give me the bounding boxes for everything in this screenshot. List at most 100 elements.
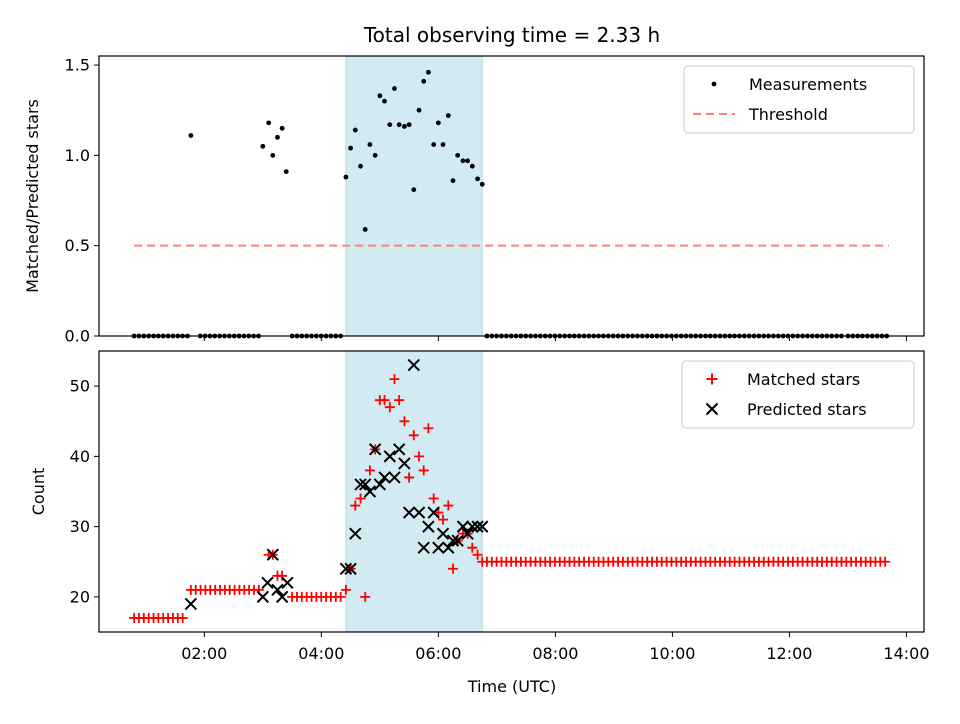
measurements-point — [348, 145, 353, 151]
measurements-point — [279, 125, 285, 131]
measurements-point — [475, 176, 480, 182]
matched-stars-point — [880, 556, 891, 567]
matched-stars-point — [394, 395, 405, 406]
predicted-stars-point — [442, 541, 455, 554]
predicted-stars-point — [261, 576, 274, 590]
measurements-point — [396, 122, 402, 128]
matched-stars-point — [477, 556, 488, 567]
measurements-point — [469, 163, 475, 169]
predicted-stars-point — [378, 471, 391, 484]
measurements-point — [450, 178, 456, 184]
matched-stars-point — [438, 514, 449, 525]
measurements-point — [367, 142, 373, 147]
predicted-stars-point — [275, 590, 289, 604]
matched-stars-point — [379, 395, 390, 406]
legend-label: Matched stars — [747, 370, 860, 389]
predicted-stars-point — [271, 583, 284, 597]
matched-stars-point — [404, 472, 415, 483]
matched-stars-point — [177, 612, 188, 623]
measurements-point — [260, 143, 266, 149]
matched-stars-point — [399, 416, 410, 427]
y-tick-label: 50 — [70, 377, 90, 396]
y-tick-label: 20 — [70, 587, 90, 606]
measurements-point — [352, 127, 358, 133]
matched-stars-point — [335, 591, 346, 602]
predicted-stars-point — [281, 576, 294, 590]
predicted-stars-point — [266, 548, 279, 561]
measurements-point — [411, 187, 417, 193]
predicted-stars-point — [373, 478, 387, 491]
matched-stars-point — [389, 374, 400, 385]
measurements-point — [266, 120, 272, 126]
measurements-point — [362, 227, 368, 232]
measurements-point — [387, 122, 393, 128]
measurements-point — [460, 158, 466, 164]
measurements-point — [283, 169, 289, 175]
predicted-stars-point — [368, 443, 382, 456]
predicted-stars-point — [432, 541, 445, 554]
y-tick-label: 0.0 — [65, 327, 90, 346]
panel-bottom-count: 20 30 40 50 02:00 04:00 06:00 08:00 10:00 12:00 14… — [29, 350, 930, 696]
measurements-point — [479, 181, 485, 187]
matched-stars-point — [384, 402, 395, 413]
x-tick-label: 12:00 — [766, 644, 812, 663]
predicted-stars-point — [471, 520, 484, 533]
predicted-stars-point — [256, 590, 270, 604]
y-tick-label: 0.5 — [65, 236, 90, 255]
predicted-stars-point — [476, 520, 489, 533]
matched-stars-point — [364, 465, 375, 476]
matched-stars-point — [472, 549, 483, 560]
measurements-point — [382, 98, 387, 104]
y-tick-label: 1.5 — [65, 56, 90, 75]
predicted-stars-point — [354, 478, 367, 491]
predicted-stars-point — [344, 562, 357, 575]
legend-label: Predicted stars — [747, 400, 867, 419]
measurements-point — [435, 120, 441, 126]
matched-stars-point — [414, 451, 425, 462]
shaded-interval-band — [345, 55, 483, 337]
matched-stars-point — [355, 493, 366, 504]
predicted-stars-point — [398, 457, 411, 470]
x-axis-label: Time (UTC) — [467, 677, 556, 696]
measurements-point — [377, 93, 383, 99]
x-tick-label: 10:00 — [649, 644, 695, 663]
legend-box — [683, 65, 915, 134]
matched-stars-point — [350, 500, 361, 511]
chart-title: Total observing time = 2.33 h — [363, 23, 660, 47]
legend-label: Measurements — [749, 75, 867, 94]
matched-stars-point — [340, 584, 351, 595]
top-shaded-interval — [345, 55, 483, 337]
predicted-stars-point — [436, 527, 450, 540]
measurements-point — [358, 163, 363, 169]
y-tick-label: 40 — [70, 447, 90, 466]
legend-predicted-marker — [705, 402, 719, 416]
top-axes: 0.0 0.5 1.0 1.5 — [65, 55, 925, 346]
matched-stars-point — [467, 542, 478, 553]
legend-label: Threshold — [748, 105, 828, 124]
measurements-point — [416, 107, 422, 113]
matched-stars-point — [423, 423, 434, 434]
measurements-point — [275, 134, 280, 140]
predicted-stars-point — [461, 527, 474, 540]
measurements-point — [426, 69, 431, 75]
y-tick-label: 30 — [70, 517, 90, 536]
measurements-point — [402, 124, 407, 129]
measurements-point — [392, 86, 397, 91]
predicted-stars-point — [383, 450, 397, 463]
x-tick-label: 02:00 — [181, 644, 227, 663]
matched-stars-point — [428, 493, 439, 504]
legend-box — [681, 360, 915, 429]
predicted-stars-point — [359, 478, 372, 491]
plot-frame — [98, 55, 925, 337]
measurements-point — [372, 152, 378, 158]
predicted-stars-point — [417, 541, 430, 554]
predicted-stars-point — [407, 358, 420, 372]
x-tick-label: 04:00 — [298, 644, 344, 663]
plot-frame — [98, 350, 925, 633]
predicted-stars-point — [412, 506, 426, 519]
matched-stars-point — [447, 563, 458, 574]
predicted-stars-point — [339, 562, 353, 575]
matched-stars-point — [360, 591, 371, 602]
predicted-stars-point — [466, 520, 479, 533]
measurements-point — [431, 142, 437, 147]
